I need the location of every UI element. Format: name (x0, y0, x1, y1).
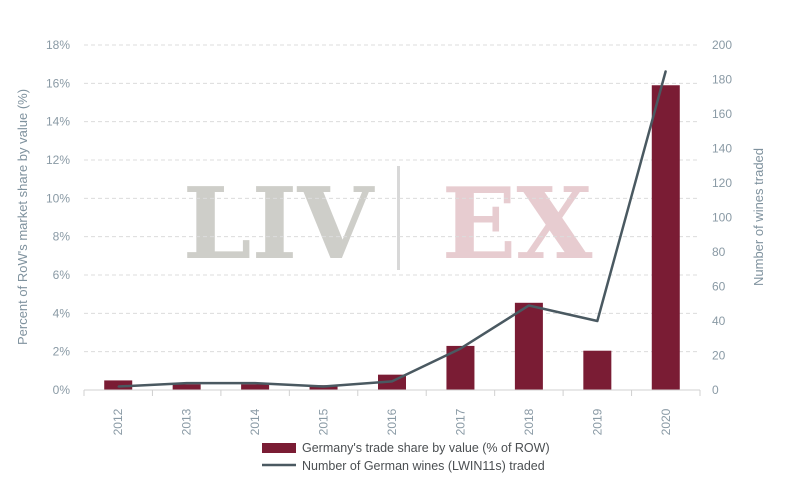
x-tick-label: 2018 (522, 408, 536, 435)
y-right-tick-label: 180 (712, 73, 732, 87)
bar (241, 384, 270, 390)
y-right-tick-label: 200 (712, 38, 732, 52)
y-right-tick-label: 160 (712, 107, 732, 121)
y-right-tick-label: 80 (712, 245, 726, 259)
bar (104, 380, 133, 390)
y-axis-left: 0% 2% 4% 6% 8% 10% 12% 14% 16% 18% (46, 38, 70, 397)
x-tick-label: 2014 (248, 408, 262, 435)
bar (514, 302, 543, 390)
x-tick-label: 2015 (317, 408, 331, 435)
watermark-divider (397, 166, 400, 270)
y-right-tick-label: 20 (712, 349, 726, 363)
watermark-right-text: EX (442, 167, 593, 282)
legend-line-label: Number of German wines (LWIN11s) traded (302, 459, 545, 473)
x-tick-label: 2020 (659, 408, 673, 435)
line-point (596, 320, 599, 322)
x-tick-label: 2017 (453, 408, 467, 435)
y-axis-right: 0 20 40 60 80 100 120 140 160 180 200 (712, 38, 732, 397)
line-point (528, 304, 530, 307)
bar (583, 350, 612, 390)
y-axis-right-title: Number of wines traded (751, 148, 766, 286)
y-right-tick-label: 140 (712, 142, 732, 156)
y-right-tick-label: 60 (712, 280, 726, 294)
y-axis-left-title: Percent of RoW's market share by value (… (15, 89, 30, 345)
line-point (391, 380, 393, 383)
bar (172, 384, 201, 390)
legend-bar-swatch (262, 443, 296, 453)
legend: Germany's trade share by value (% of ROW… (262, 441, 550, 473)
y-left-tick-label: 8% (53, 230, 71, 244)
y-left-tick-label: 18% (46, 38, 70, 52)
line-point (322, 385, 325, 388)
y-left-tick-label: 0% (53, 383, 71, 397)
gridlines (84, 44, 700, 353)
watermark-left-text: LIV (183, 167, 376, 282)
y-right-tick-label: 40 (712, 314, 726, 328)
y-left-tick-label: 6% (53, 268, 71, 282)
y-right-tick-label: 120 (712, 176, 732, 190)
y-right-tick-label: 0 (712, 383, 719, 397)
y-left-tick-label: 4% (53, 306, 71, 320)
x-tick-label: 2016 (385, 408, 399, 435)
line-point (459, 347, 462, 350)
line-point (185, 382, 188, 384)
y-right-tick-label: 100 (712, 211, 732, 225)
livex-watermark-logo: LIV EX (183, 166, 593, 282)
legend-bar-label: Germany's trade share by value (% of ROW… (302, 441, 550, 455)
line-point (664, 70, 667, 72)
y-left-tick-label: 12% (46, 153, 70, 167)
line-point (117, 385, 120, 388)
y-left-tick-label: 14% (46, 115, 70, 129)
x-tick-label: 2013 (180, 408, 194, 435)
x-tick-label: 2012 (111, 408, 125, 435)
y-left-tick-label: 16% (46, 76, 70, 90)
bar (651, 85, 680, 390)
y-left-tick-label: 10% (46, 191, 70, 205)
y-left-tick-label: 2% (53, 345, 71, 359)
x-axis: 2012 2013 2014 2015 2016 2017 2018 2019 2020 (83, 389, 701, 435)
line-series (117, 70, 667, 388)
x-tick-label: 2019 (590, 408, 604, 435)
line-point (254, 382, 256, 384)
bar-series (104, 85, 680, 390)
